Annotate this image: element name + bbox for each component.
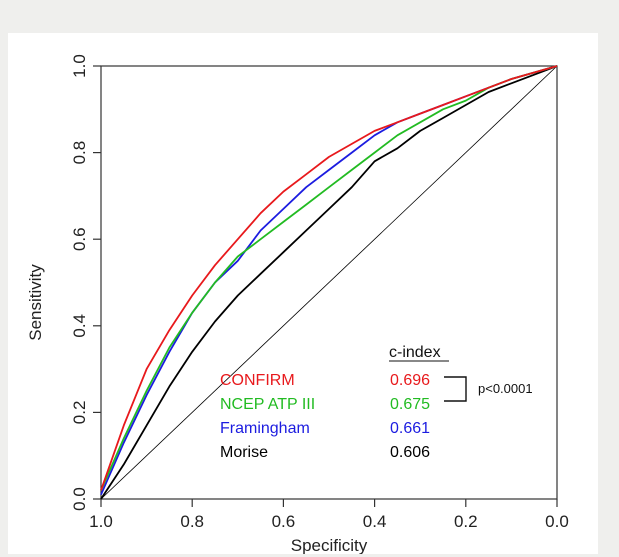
- legend-cindex-confirm: 0.696: [390, 372, 430, 389]
- x-axis-title: Specificity: [291, 536, 368, 554]
- series-line-confirm: [100, 65, 558, 491]
- plot-box: [100, 65, 558, 500]
- series-line-framingham: [100, 65, 558, 496]
- x-tick-label: 0.6: [272, 512, 296, 531]
- p-value-annotation: p<0.0001: [478, 381, 533, 396]
- x-tick-label: 0.0: [545, 512, 569, 531]
- legend-header: c-index: [389, 344, 441, 361]
- legend: c-index CONFIRM 0.696 NCEP ATP III 0.675 Fra…: [220, 344, 533, 461]
- x-tick-label: 1.0: [89, 512, 113, 531]
- chart-frame: 1.0 0.8 0.6 0.4 0.2 0.0 0.0 0.2 0.4 0.6 0.8 1.0 Sp…: [8, 33, 598, 554]
- legend-cindex-ncep-atp-iii: 0.675: [390, 396, 430, 413]
- legend-label-confirm: CONFIRM: [220, 372, 295, 389]
- x-axis: 1.0 0.8 0.6 0.4 0.2 0.0: [89, 499, 569, 531]
- x-tick-label: 0.2: [454, 512, 478, 531]
- series-line-ncep-atp-iii: [100, 65, 558, 491]
- x-tick-label: 0.4: [363, 512, 387, 531]
- y-axis-title: Sensitivity: [26, 264, 45, 341]
- x-tick-label: 0.8: [180, 512, 204, 531]
- roc-chart: 1.0 0.8 0.6 0.4 0.2 0.0 0.0 0.2 0.4 0.6 0.8 1.0 Sp…: [26, 54, 569, 554]
- legend-cindex-framingham: 0.661: [390, 420, 430, 437]
- legend-cindex-morise: 0.606: [390, 444, 430, 461]
- y-tick-label: 0.4: [70, 314, 89, 338]
- reference-diagonal-line: [100, 65, 558, 500]
- legend-label-ncep-atp-iii: NCEP ATP III: [220, 396, 315, 413]
- legend-label-framingham: Framingham: [220, 420, 310, 437]
- significance-bracket: [444, 376, 467, 402]
- series-lines: [100, 65, 558, 500]
- series-line-morise: [100, 65, 558, 500]
- y-tick-label: 0.6: [70, 227, 89, 251]
- y-tick-label: 1.0: [70, 54, 89, 78]
- y-tick-label: 0.0: [70, 487, 89, 511]
- legend-label-morise: Morise: [220, 444, 268, 461]
- y-tick-label: 0.2: [70, 401, 89, 425]
- y-tick-label: 0.8: [70, 141, 89, 165]
- y-axis: 0.0 0.2 0.4 0.6 0.8 1.0: [70, 54, 101, 511]
